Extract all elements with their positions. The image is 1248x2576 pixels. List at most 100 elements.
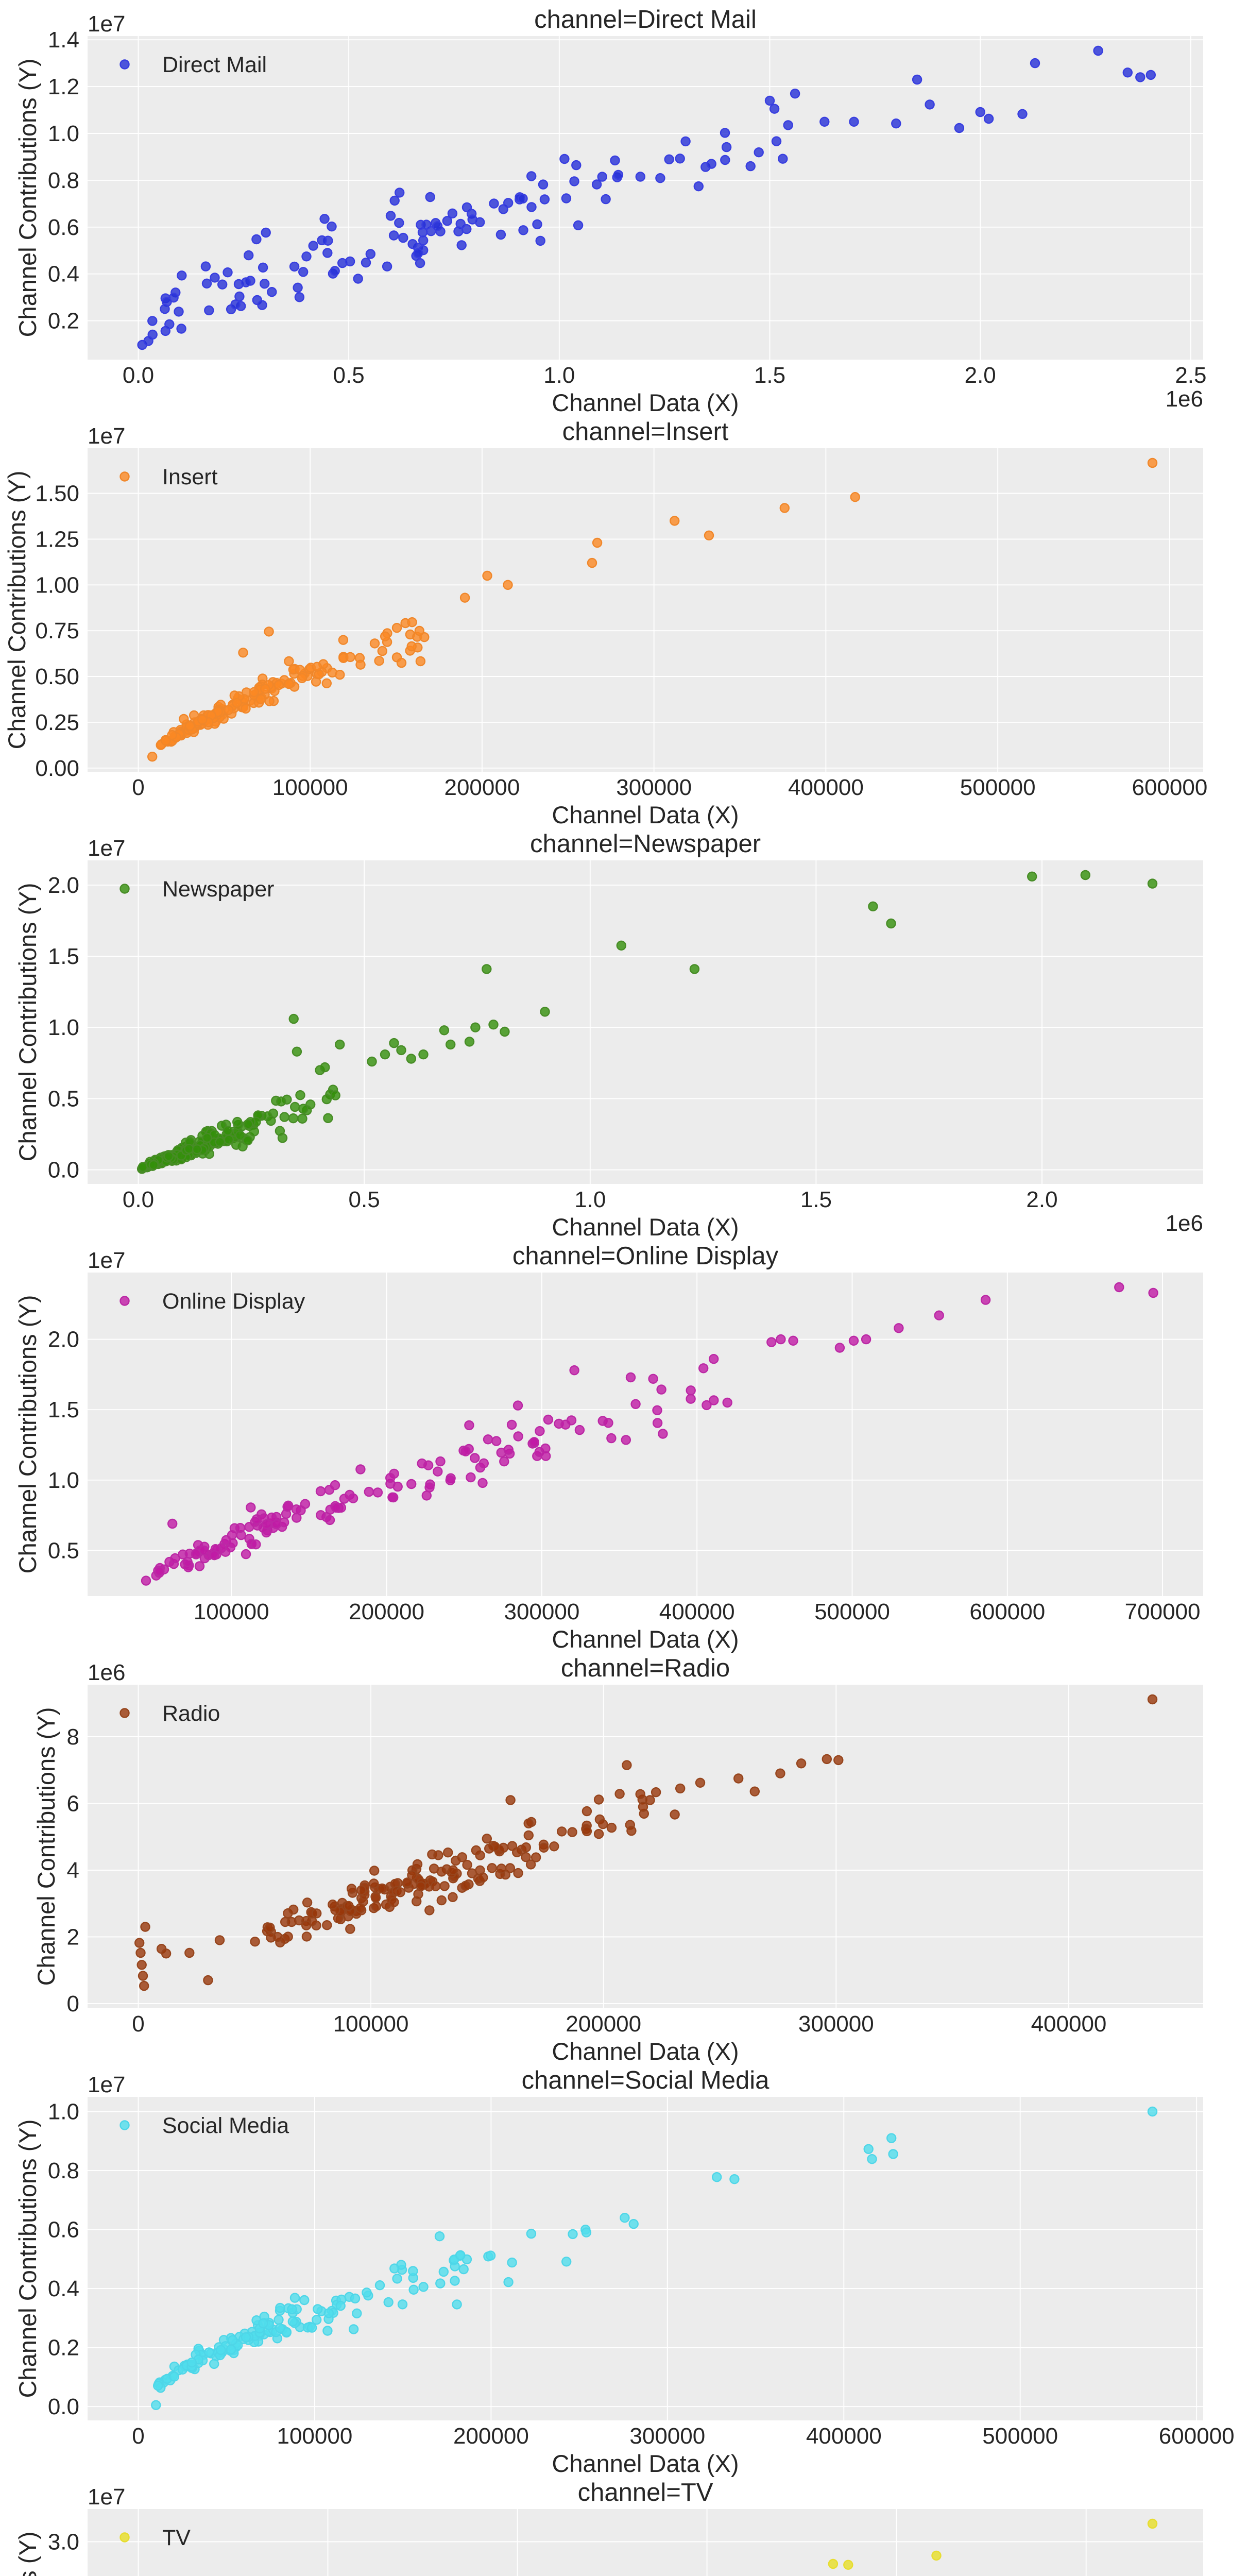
svg-text:1.0: 1.0: [48, 2099, 79, 2125]
svg-text:Direct Mail: Direct Mail: [162, 53, 267, 77]
svg-text:Radio: Radio: [162, 1701, 220, 1726]
svg-text:0.6: 0.6: [48, 215, 79, 240]
svg-text:0.5: 0.5: [48, 1086, 79, 1111]
svg-text:1e6: 1e6: [88, 1660, 125, 1685]
svg-text:1.5: 1.5: [754, 363, 785, 388]
svg-text:1.0: 1.0: [574, 1187, 606, 1212]
svg-text:200000: 200000: [349, 1599, 424, 1624]
svg-text:100000: 100000: [194, 1599, 269, 1624]
svg-text:0.0: 0.0: [123, 363, 154, 388]
svg-text:0.5: 0.5: [349, 1187, 380, 1212]
svg-text:1.5: 1.5: [48, 944, 79, 969]
svg-text:0: 0: [67, 1991, 79, 2016]
svg-text:600000: 600000: [1159, 2424, 1235, 2449]
svg-text:channel=Social Media: channel=Social Media: [522, 2066, 770, 2094]
svg-text:300000: 300000: [798, 2011, 874, 2037]
svg-text:0.5: 0.5: [48, 1538, 79, 1563]
svg-text:200000: 200000: [444, 775, 520, 800]
svg-text:500000: 500000: [814, 1599, 890, 1624]
svg-text:0.75: 0.75: [35, 618, 79, 643]
svg-text:1.00: 1.00: [35, 572, 79, 598]
svg-text:1.5: 1.5: [48, 1397, 79, 1422]
svg-text:Channel Data (X): Channel Data (X): [552, 2038, 739, 2065]
svg-text:1.2: 1.2: [48, 74, 79, 99]
svg-text:1.4: 1.4: [48, 27, 79, 53]
svg-text:1e6: 1e6: [1166, 1211, 1203, 1236]
svg-text:0.0: 0.0: [48, 1158, 79, 1183]
svg-text:0.4: 0.4: [48, 262, 79, 287]
svg-text:Insert: Insert: [162, 465, 218, 489]
svg-text:0.6: 0.6: [48, 2217, 79, 2243]
svg-text:6: 6: [67, 1791, 79, 1817]
svg-text:1.25: 1.25: [35, 527, 79, 552]
svg-text:0.2: 0.2: [48, 2335, 79, 2361]
svg-text:0.0: 0.0: [48, 2394, 79, 2419]
svg-text:4: 4: [67, 1858, 79, 1883]
svg-text:100000: 100000: [272, 775, 348, 800]
svg-text:Channel Contributions (Y): Channel Contributions (Y): [14, 883, 41, 1162]
svg-text:0.4: 0.4: [48, 2276, 79, 2301]
svg-text:2.0: 2.0: [1026, 1187, 1057, 1212]
svg-text:Channel Contributions (Y): Channel Contributions (Y): [14, 2532, 41, 2576]
svg-text:Channel Contributions (Y): Channel Contributions (Y): [32, 1707, 60, 1986]
svg-text:1e7: 1e7: [88, 423, 125, 449]
svg-text:0.50: 0.50: [35, 664, 79, 689]
svg-text:2: 2: [67, 1924, 79, 1950]
svg-text:3.0: 3.0: [48, 2530, 79, 2555]
svg-text:0.5: 0.5: [333, 363, 365, 388]
svg-text:500000: 500000: [960, 775, 1036, 800]
svg-text:0.2: 0.2: [48, 309, 79, 334]
svg-text:8: 8: [67, 1724, 79, 1750]
svg-text:0.0: 0.0: [123, 1187, 154, 1212]
svg-text:1.0: 1.0: [48, 1015, 79, 1040]
svg-text:channel=Radio: channel=Radio: [561, 1654, 730, 1682]
svg-text:Channel Contributions (Y): Channel Contributions (Y): [3, 471, 30, 750]
svg-text:200000: 200000: [453, 2424, 529, 2449]
svg-text:300000: 300000: [616, 775, 692, 800]
svg-text:1.0: 1.0: [48, 121, 79, 146]
svg-text:600000: 600000: [1132, 775, 1207, 800]
svg-text:300000: 300000: [504, 1599, 579, 1624]
svg-text:200000: 200000: [566, 2011, 641, 2037]
svg-text:Channel Contributions (Y): Channel Contributions (Y): [14, 2120, 41, 2398]
svg-text:Channel Data (X): Channel Data (X): [552, 2450, 739, 2477]
svg-text:1e6: 1e6: [1166, 386, 1203, 412]
svg-text:Newspaper: Newspaper: [162, 877, 275, 902]
svg-text:700000: 700000: [1125, 1599, 1201, 1624]
svg-text:0.25: 0.25: [35, 710, 79, 735]
svg-text:channel=TV: channel=TV: [578, 2479, 713, 2506]
svg-text:100000: 100000: [277, 2424, 352, 2449]
svg-text:Channel Data (X): Channel Data (X): [552, 1213, 739, 1241]
svg-text:channel=Insert: channel=Insert: [562, 418, 729, 446]
svg-text:Channel Contributions (Y): Channel Contributions (Y): [14, 59, 41, 337]
svg-text:Social Media: Social Media: [162, 2113, 289, 2138]
svg-text:0.8: 0.8: [48, 168, 79, 193]
svg-text:2.0: 2.0: [48, 1327, 79, 1352]
svg-text:400000: 400000: [788, 775, 864, 800]
svg-text:400000: 400000: [1031, 2011, 1107, 2037]
svg-text:500000: 500000: [982, 2424, 1058, 2449]
svg-text:400000: 400000: [659, 1599, 735, 1624]
svg-text:2.0: 2.0: [48, 873, 79, 898]
svg-text:Channel Data (X): Channel Data (X): [552, 801, 739, 828]
svg-text:0: 0: [132, 775, 144, 800]
svg-text:1e7: 1e7: [88, 2484, 125, 2510]
svg-text:1e7: 1e7: [88, 836, 125, 861]
svg-text:1.50: 1.50: [35, 481, 79, 506]
svg-text:1e7: 1e7: [88, 2072, 125, 2097]
svg-text:channel=Newspaper: channel=Newspaper: [530, 830, 761, 858]
svg-text:1e7: 1e7: [88, 11, 125, 37]
svg-text:channel=Direct Mail: channel=Direct Mail: [534, 6, 757, 33]
svg-text:0.00: 0.00: [35, 756, 79, 781]
svg-text:1.0: 1.0: [543, 363, 575, 388]
svg-text:0: 0: [132, 2011, 144, 2037]
svg-text:Online Display: Online Display: [162, 1289, 305, 1314]
svg-text:100000: 100000: [333, 2011, 409, 2037]
svg-text:Channel Contributions (Y): Channel Contributions (Y): [14, 1295, 41, 1574]
svg-text:1e7: 1e7: [88, 1248, 125, 1273]
svg-text:300000: 300000: [629, 2424, 705, 2449]
svg-text:400000: 400000: [806, 2424, 882, 2449]
svg-text:600000: 600000: [969, 1599, 1045, 1624]
svg-text:2.0: 2.0: [965, 363, 996, 388]
svg-text:0: 0: [132, 2424, 144, 2449]
